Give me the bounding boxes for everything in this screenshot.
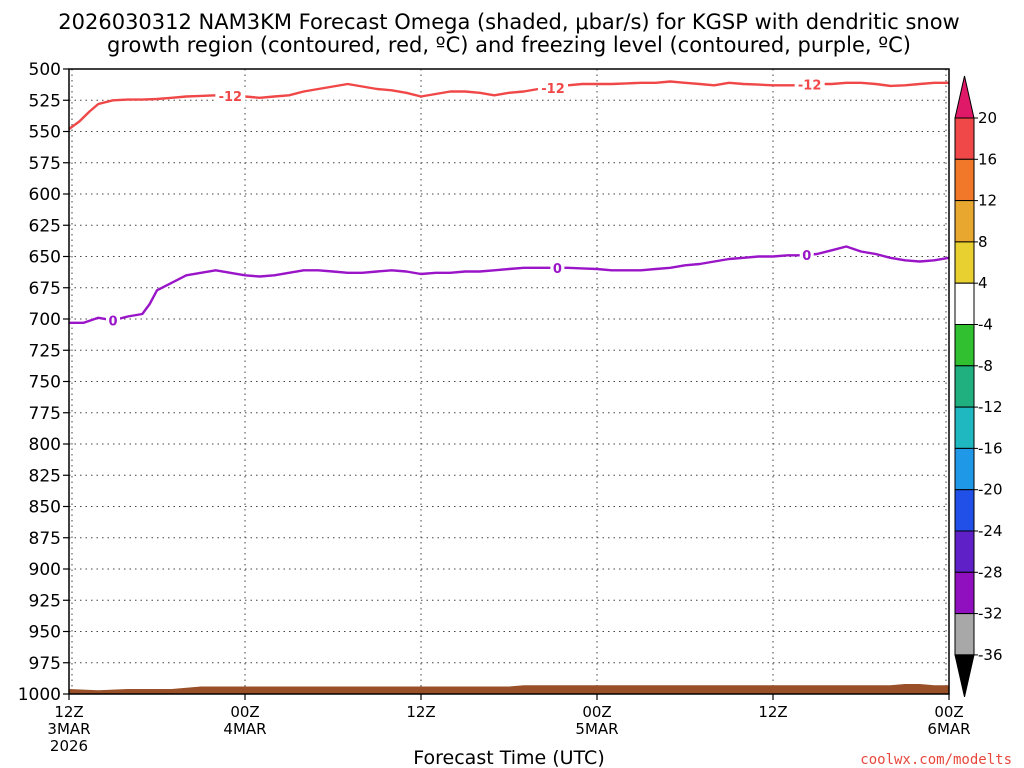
colorbar-box [954, 530, 975, 573]
y-tick-label: 725 [29, 341, 61, 361]
colorbar-label: 16 [978, 150, 997, 168]
colorbar-box [954, 365, 975, 408]
colorbar-label: -24 [978, 522, 1003, 540]
colorbar-box [954, 406, 975, 449]
y-tick-label: 975 [29, 654, 61, 674]
contour-label: -12 [798, 79, 822, 94]
colorbar: 20 16 12 8 4 -4 -8 -12 -16 -20 -24 -28 -32 -36 [954, 75, 1003, 698]
y-tick-label: 550 [29, 123, 61, 143]
x-tick-label: 6MAR [927, 720, 970, 738]
x-tick-label: 3MAR [47, 720, 90, 738]
y-tick-label: 675 [29, 279, 61, 299]
y-tick-label: 800 [29, 435, 61, 455]
colorbar-box [954, 158, 975, 202]
terrain-fill [69, 684, 949, 694]
y-tick-label: 700 [29, 310, 61, 330]
colorbar-box [954, 117, 975, 160]
colorbar-label: -28 [978, 563, 1003, 581]
contour-label-bg [794, 76, 825, 93]
colorbar-label: -12 [978, 398, 1003, 416]
x-tick-label: 00Z [582, 703, 611, 721]
y-tick-label: 650 [29, 248, 61, 268]
colorbar-label: -20 [978, 481, 1003, 499]
colorbar-box [954, 489, 975, 532]
x-tick-label: 2026 [50, 737, 88, 755]
y-tick-label: 775 [29, 404, 61, 424]
colorbar-label: 4 [978, 274, 988, 292]
colorbar-box [954, 613, 975, 656]
x-axis-title: Forecast Time (UTC) [413, 747, 604, 768]
colorbar-label: -8 [978, 357, 993, 375]
chart-title-line-2: growth region (contoured, red, ºC) and f… [107, 33, 911, 57]
contour-label-bg [799, 246, 814, 263]
terrain-layer [69, 684, 949, 694]
colorbar-label: 20 [978, 109, 997, 127]
contour-label-bg [538, 79, 568, 96]
y-tick-label: 900 [29, 560, 61, 580]
colorbar-label: -16 [978, 439, 1003, 457]
contour-label: -12 [541, 82, 565, 97]
y-tick-label: 625 [29, 216, 61, 236]
y-tick-label: 525 [29, 91, 61, 111]
y-tick-label: 575 [29, 154, 61, 174]
series-line-1 [69, 245, 950, 324]
colorbar-label: -32 [978, 605, 1003, 623]
y-tick-label: 950 [29, 623, 61, 643]
x-tick-label: 12Z [406, 703, 435, 721]
colorbar-label: 8 [978, 233, 988, 251]
y-tick-label: 500 [29, 60, 61, 80]
chart-title-line-1: 2026030312 NAM3KM Forecast Omega (shaded… [58, 10, 959, 34]
contour-label: 0 [553, 262, 562, 277]
colorbar-box [954, 241, 975, 284]
contour-label-bg [106, 312, 120, 329]
x-tick-label: 12Z [54, 703, 83, 721]
y-tick-label: 1000 [18, 685, 61, 705]
x-tick-label: 00Z [934, 703, 963, 721]
x-tick-label: 12Z [758, 703, 787, 721]
contour-label: 0 [108, 314, 117, 329]
x-tick-label: 4MAR [223, 720, 266, 738]
colorbar-box [954, 571, 975, 615]
x-tick-label: 5MAR [575, 720, 618, 738]
y-tick-label: 850 [29, 498, 61, 518]
contour-label: 0 [802, 249, 811, 264]
colorbar-bottom-cap [954, 654, 975, 698]
y-tick-label: 825 [29, 466, 61, 486]
isotherm-lines: -12 -12 -12 0 0 0 [68, 76, 950, 329]
y-tick-label: 925 [29, 591, 61, 611]
colorbar-box [954, 200, 975, 243]
y-tick-label: 875 [29, 529, 61, 549]
gridlines [69, 69, 949, 694]
contour-label-bg [215, 87, 246, 104]
colorbar-label: 12 [978, 192, 997, 210]
colorbar-top-cap [954, 75, 975, 119]
colorbar-label: -4 [978, 316, 993, 334]
contour-label-bg [550, 259, 565, 276]
x-tick-label: 00Z [230, 703, 259, 721]
y-axis-ticks: 500 525 550 575 600 625 650 675 700 725 750 775 800 8… [18, 60, 69, 705]
colorbar-box [954, 447, 975, 491]
credit-text: coolwx.com/modelts [860, 752, 1012, 768]
contour-label: -12 [219, 90, 243, 105]
colorbar-box [954, 282, 975, 326]
y-tick-label: 750 [29, 373, 61, 393]
colorbar-box [954, 324, 975, 367]
y-tick-label: 600 [29, 185, 61, 205]
colorbar-label: -36 [978, 646, 1003, 664]
